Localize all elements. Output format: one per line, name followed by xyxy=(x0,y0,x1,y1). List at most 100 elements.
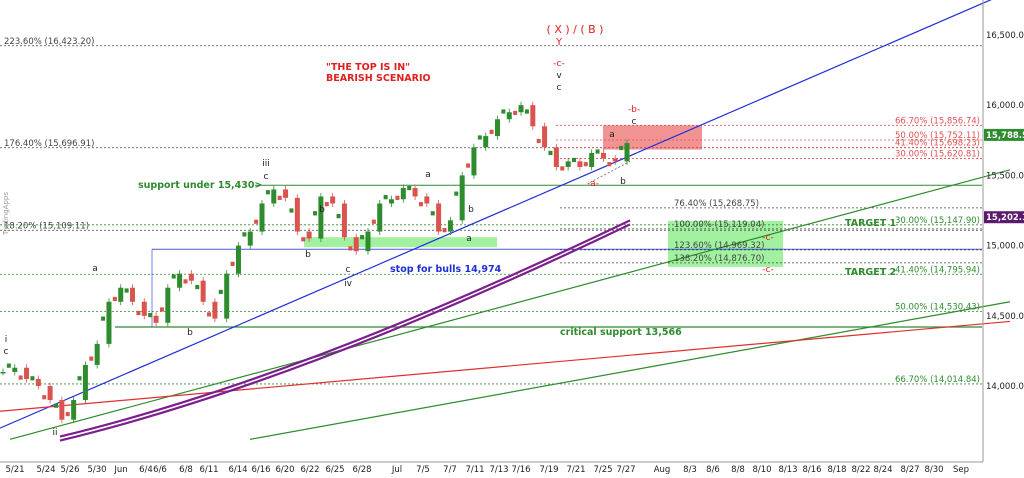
wave-label: b xyxy=(468,205,474,215)
price-candle-mid xyxy=(30,376,35,381)
chart-title-line1: "THE TOP IS IN" xyxy=(326,62,410,73)
x-axis-tick-label: 8/8 xyxy=(731,465,745,475)
x-axis-tick-label: 5/30 xyxy=(87,465,106,475)
price-candle-mid xyxy=(536,138,541,144)
price-candle-mid xyxy=(595,149,600,154)
watermark: TradingApps xyxy=(2,192,10,236)
x-axis-tick-label: Sep xyxy=(953,465,969,475)
dotted-wave-line xyxy=(589,161,631,183)
moving-average-line xyxy=(59,219,631,438)
price-candle xyxy=(306,231,312,239)
stop-label: stop for bulls 14,974 xyxy=(390,264,502,275)
wave-label: c xyxy=(632,117,637,127)
y-axis-tick-label: 14,000.00 xyxy=(986,382,1024,392)
price-candle xyxy=(565,161,571,167)
x-axis-tick-label: 7/13 xyxy=(489,465,508,475)
price-candle-mid xyxy=(489,129,494,134)
price-candle xyxy=(12,367,18,372)
y-axis-tick-label: 16,500.00 xyxy=(986,31,1024,41)
level-label: 50.00% (15,752.11) xyxy=(895,131,980,141)
wave-label: -c- xyxy=(553,59,564,69)
price-candle-mid xyxy=(395,195,400,200)
x-axis-tick-label: 8/30 xyxy=(924,465,943,475)
price-candle-mid xyxy=(18,375,23,380)
x-axis-tick-label: 7/16 xyxy=(511,465,530,475)
price-candle-mid xyxy=(112,296,117,302)
critical-support-label: critical support 13,566 xyxy=(560,327,682,338)
price-candle-mid xyxy=(348,246,353,251)
price-candle xyxy=(577,161,583,167)
price-candle-mid xyxy=(218,289,223,295)
wave-label: a xyxy=(609,130,615,140)
x-axis-tick-label: 6/8 xyxy=(179,465,193,475)
price-candle xyxy=(389,199,395,204)
x-axis-tick-label: 8/6 xyxy=(706,465,720,475)
price-candle xyxy=(82,364,88,401)
wave-label: a xyxy=(92,264,98,274)
price-candle-mid xyxy=(407,185,412,191)
wave-label: c xyxy=(557,83,562,93)
price-candle xyxy=(624,143,630,162)
price-candle xyxy=(436,203,442,232)
price-candle xyxy=(612,158,618,162)
price-candle-mid xyxy=(524,109,529,114)
price-candle xyxy=(294,197,300,232)
price-candle-mid xyxy=(383,195,388,200)
price-candle-mid xyxy=(371,219,376,224)
price-candle-mid xyxy=(513,110,518,116)
price-candle xyxy=(153,315,159,323)
price-candle-mid xyxy=(183,279,188,284)
x-axis-tick-label: 8/10 xyxy=(752,465,771,475)
price-candle xyxy=(483,136,489,148)
level-label: 100.00% (15,119.04) xyxy=(674,220,764,230)
price-candle xyxy=(212,301,218,319)
price-tag-box xyxy=(984,128,1024,141)
price-candle-mid xyxy=(301,237,306,242)
y-axis-tick-label: 15,000.00 xyxy=(986,242,1024,252)
price-candle-mid xyxy=(418,202,423,207)
price-candle-mid xyxy=(171,274,176,279)
price-candle xyxy=(224,273,230,319)
level-label: 66.70% (14,014.84) xyxy=(895,375,980,385)
level-label: 76.40% (15,268.75) xyxy=(674,199,759,209)
wave-label: -c- xyxy=(762,233,773,243)
x-axis-tick-label: 6/4 xyxy=(139,465,153,475)
x-axis-tick-label: 6/28 xyxy=(352,465,371,475)
price-candle xyxy=(94,343,100,365)
x-axis-tick-label: 7/7 xyxy=(443,465,457,475)
price-candle xyxy=(518,105,524,113)
level-label: 41.40% (15,698.23) xyxy=(895,139,980,149)
price-candle xyxy=(600,152,606,159)
level-label: 66.70% (15,856.74) xyxy=(895,116,980,126)
wave-label: -b- xyxy=(628,105,640,115)
price-candle-mid xyxy=(360,235,365,240)
price-candle xyxy=(341,203,347,238)
wave-label: ii xyxy=(52,428,57,438)
level-label: 41.40% (14,795.94) xyxy=(895,265,980,275)
wave-label: -a- xyxy=(587,179,599,189)
x-axis-tick-label: Aug xyxy=(654,465,671,475)
x-axis-tick-label: 8/27 xyxy=(900,465,919,475)
x-axis-tick-label: 6/11 xyxy=(199,465,218,475)
price-candle-mid xyxy=(254,219,259,224)
level-label: 123.60% (14,969.32) xyxy=(674,241,764,251)
price-candle-mid xyxy=(430,211,435,216)
wave-label: b xyxy=(305,250,311,260)
price-candle-mid xyxy=(583,162,588,167)
green-trendline-lower xyxy=(249,301,1011,440)
price-candle xyxy=(35,378,41,386)
price-candle xyxy=(459,175,465,221)
price-candle-mid xyxy=(607,162,612,167)
price-candle xyxy=(271,189,277,204)
price-candle xyxy=(177,273,183,288)
wave-label: a xyxy=(466,234,472,244)
price-candle-mid xyxy=(101,316,106,321)
price-candle-mid xyxy=(159,307,164,312)
wave-label: -c- xyxy=(762,265,773,275)
price-candle-mid xyxy=(277,195,282,200)
price-candle xyxy=(318,196,324,239)
price-candle-mid xyxy=(230,261,235,266)
wave-label: c xyxy=(264,172,269,182)
level-label: 30.00% (15,147.90) xyxy=(895,216,980,226)
price-candle xyxy=(24,367,30,379)
